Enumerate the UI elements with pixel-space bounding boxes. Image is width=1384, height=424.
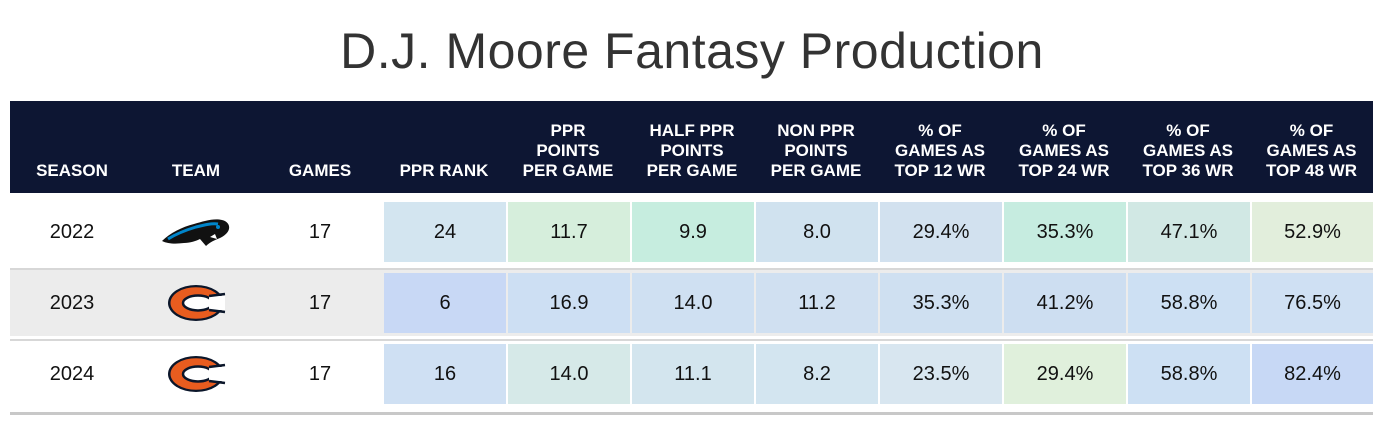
- stat-cell-half-ppr-ppg: 11.1: [632, 344, 754, 404]
- season-cell: 2023: [49, 291, 95, 314]
- games-cell: 17: [308, 291, 332, 314]
- stat-cell-non-ppr-ppg: 8.0: [756, 202, 878, 262]
- stat-cell-top48: 76.5%: [1252, 273, 1373, 333]
- stat-cell-top36: 47.1%: [1128, 202, 1250, 262]
- header-season: SEASON: [36, 161, 108, 180]
- header-half-ppr-ppg: HALF PPR POINTS PER GAME: [646, 121, 738, 180]
- row-divider: [10, 268, 1373, 270]
- stat-cell-non-ppr-ppg: 11.2: [756, 273, 878, 333]
- stat-cell-half-ppr-ppg: 9.9: [632, 202, 754, 262]
- stat-cell-ppr-rank: 6: [384, 273, 506, 333]
- table-row: 2022 17 24 11.7 9.9 8.0 29.4% 35.3% 47.1% 52.9%: [10, 199, 1373, 265]
- stat-cell-top24: 29.4%: [1004, 344, 1126, 404]
- stat-cell-ppr-ppg: 14.0: [508, 344, 630, 404]
- header-non-ppr-ppg: NON PPR POINTS PER GAME: [770, 121, 862, 180]
- stat-cell-ppr-rank: 16: [384, 344, 506, 404]
- table-header: SEASON TEAM GAMES PPR RANK PPR POINTS PER GA…: [10, 101, 1373, 193]
- header-ppr-rank: PPR RANK: [399, 161, 489, 180]
- header-top48: % OF GAMES AS TOP 48 WR: [1265, 121, 1357, 180]
- games-cell: 17: [308, 362, 332, 385]
- stat-cell-top48: 82.4%: [1252, 344, 1373, 404]
- bears-logo-icon: [134, 341, 258, 407]
- header-top12: % OF GAMES AS TOP 12 WR: [894, 121, 986, 180]
- stat-cell-top36: 58.8%: [1128, 344, 1250, 404]
- stat-cell-top12: 29.4%: [880, 202, 1002, 262]
- stat-cell-top12: 23.5%: [880, 344, 1002, 404]
- season-cell: 2024: [49, 362, 95, 385]
- stat-cell-top48: 52.9%: [1252, 202, 1373, 262]
- header-team: TEAM: [171, 161, 221, 180]
- table-row: 2023 17 6 16.9 14.0 11.2 35.3% 41.2% 58.8% 76.5%: [10, 270, 1373, 336]
- stat-cell-top12: 35.3%: [880, 273, 1002, 333]
- panthers-logo-icon: [134, 199, 258, 265]
- stat-cell-half-ppr-ppg: 14.0: [632, 273, 754, 333]
- header-top24: % OF GAMES AS TOP 24 WR: [1018, 121, 1110, 180]
- header-ppr-ppg: PPR POINTS PER GAME: [522, 121, 614, 180]
- stat-cell-ppr-rank: 24: [384, 202, 506, 262]
- stat-cell-non-ppr-ppg: 8.2: [756, 344, 878, 404]
- stat-cell-ppr-ppg: 11.7: [508, 202, 630, 262]
- stat-cell-top24: 41.2%: [1004, 273, 1126, 333]
- bears-logo-icon: [134, 270, 258, 336]
- table-row: 2024 17 16 14.0 11.1 8.2 23.5% 29.4% 58.8% 82.4%: [10, 341, 1373, 407]
- row-divider: [10, 339, 1373, 341]
- stat-cell-top24: 35.3%: [1004, 202, 1126, 262]
- bottom-rule: [10, 412, 1373, 415]
- header-games: GAMES: [288, 161, 352, 180]
- games-cell: 17: [308, 220, 332, 243]
- stat-cell-ppr-ppg: 16.9: [508, 273, 630, 333]
- header-top36: % OF GAMES AS TOP 36 WR: [1142, 121, 1234, 180]
- chart-title: D.J. Moore Fantasy Production: [340, 23, 1044, 79]
- season-cell: 2022: [49, 220, 95, 243]
- stat-cell-top36: 58.8%: [1128, 273, 1250, 333]
